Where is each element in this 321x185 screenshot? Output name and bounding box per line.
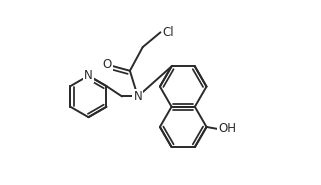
Text: N: N bbox=[134, 90, 142, 103]
Text: N: N bbox=[84, 69, 93, 82]
Text: O: O bbox=[103, 58, 112, 71]
Text: OH: OH bbox=[218, 122, 236, 135]
Text: Cl: Cl bbox=[162, 26, 174, 39]
